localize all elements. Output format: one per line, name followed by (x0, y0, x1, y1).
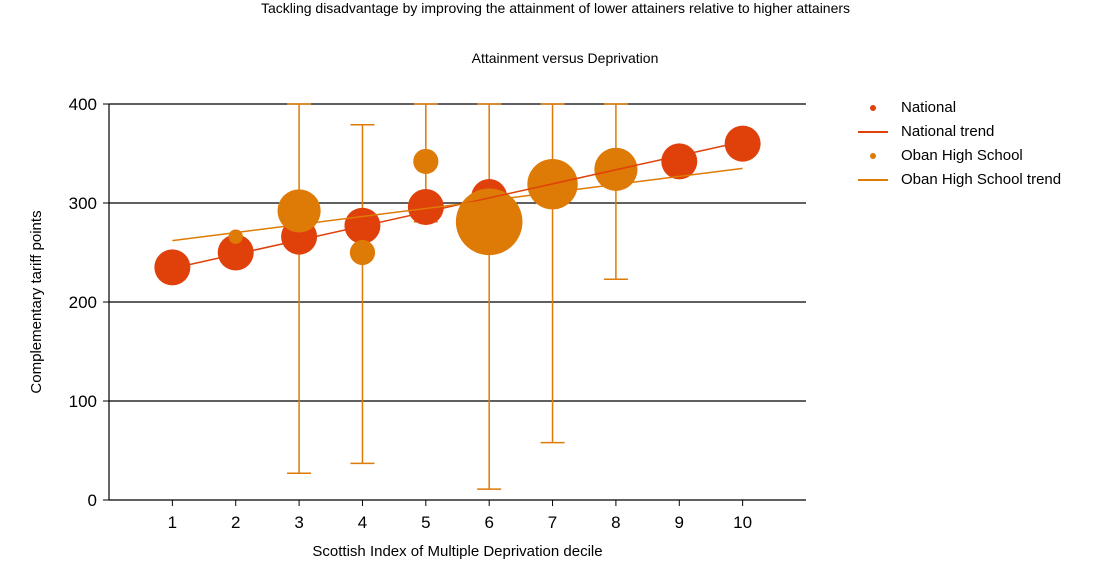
y-axis-label: Complementary tariff points (28, 210, 45, 393)
oban-point (455, 188, 523, 256)
national-point (661, 143, 698, 180)
legend-marker-dot-icon (870, 153, 876, 159)
national-point (724, 125, 761, 162)
legend-item-national-trend: National trend (855, 120, 1061, 144)
x-tick-label: 4 (358, 513, 367, 532)
y-tick-label: 100 (69, 392, 97, 411)
x-tick-label: 8 (611, 513, 620, 532)
national-point (407, 188, 444, 225)
national-point (217, 234, 254, 271)
chart-title: Tackling disadvantage by improving the a… (260, 0, 851, 16)
legend-line-icon (858, 179, 888, 181)
x-tick-label: 5 (421, 513, 430, 532)
legend-label: Oban High School trend (901, 171, 1062, 188)
y-tick-label: 400 (69, 95, 97, 114)
x-tick-label: 7 (548, 513, 557, 532)
chart-subtitle: Attainment versus Deprivation (471, 50, 659, 66)
oban-point (413, 148, 439, 175)
legend-item-oban: Oban High School (855, 144, 1061, 168)
legend-label: National trend (901, 123, 995, 140)
x-tick-label: 6 (484, 513, 493, 532)
x-tick-label: 3 (294, 513, 303, 532)
national-point (154, 249, 191, 286)
legend: National National trend Oban High School… (855, 96, 1061, 192)
y-tick-label: 0 (88, 491, 97, 510)
legend-item-national: National (855, 96, 1061, 120)
oban-trend-line (172, 167, 743, 242)
oban-point (277, 189, 321, 233)
legend-line-icon (858, 131, 888, 133)
x-axis-label: Scottish Index of Multiple Deprivation d… (312, 543, 602, 560)
legend-marker-dot-icon (870, 105, 876, 111)
legend-label: National (901, 99, 957, 116)
legend-label: Oban High School (901, 147, 1023, 164)
x-tick-label: 9 (675, 513, 684, 532)
y-tick-label: 200 (69, 293, 97, 312)
x-tick-label: 10 (733, 513, 752, 532)
x-tick-label: 2 (231, 513, 240, 532)
x-tick-label: 1 (168, 513, 177, 532)
legend-item-oban-trend: Oban High School trend (855, 168, 1061, 192)
y-tick-label: 300 (69, 194, 97, 213)
oban-point (349, 239, 376, 266)
